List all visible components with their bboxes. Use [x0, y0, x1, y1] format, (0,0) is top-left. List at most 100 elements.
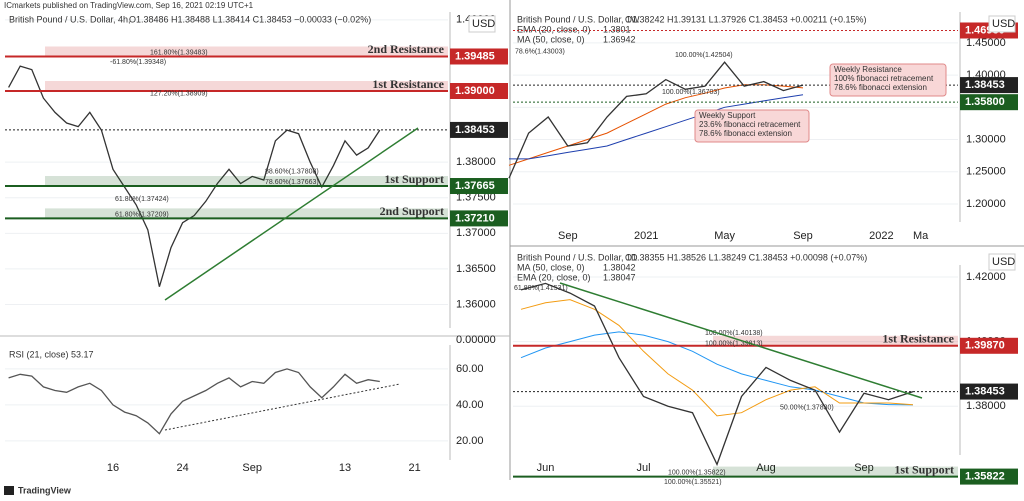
scale-label: 0.00000: [456, 334, 496, 346]
x-tick-label: 13: [339, 462, 351, 474]
y-tick-label: 40.00: [456, 399, 484, 411]
level-name: 2nd Resistance: [368, 42, 445, 56]
legend-entry: EMA (20, close, 0): [517, 272, 591, 282]
level-zone: [713, 335, 958, 346]
level-label: 1.38453: [455, 124, 495, 136]
fib-label: 127.20%(1.38909): [150, 90, 208, 97]
unit-box: [468, 15, 496, 33]
note-text: 78.6% fibonacci extension: [834, 83, 927, 92]
publisher: ICmarkets published on TradingView.com, …: [4, 1, 254, 10]
level-label: 1.39485: [455, 50, 495, 62]
fib-label: 50.00%(1.37830): [780, 405, 834, 412]
chart-title: RSI (21, close) 53.17: [9, 349, 94, 359]
level-zone: [45, 176, 448, 187]
level-label: 1.37665: [455, 180, 495, 192]
level-name: 2nd Support: [380, 204, 444, 218]
x-tick-label: May: [714, 230, 735, 242]
price-line: [8, 368, 380, 435]
y-tick-label: 1.42000: [966, 271, 1006, 283]
x-tick-label: Jun: [537, 462, 555, 474]
unit-box: [988, 15, 1016, 33]
legend-value: 1.38047: [603, 272, 636, 282]
level-tag: [450, 48, 508, 65]
level-zone: [45, 81, 448, 91]
level-label: 1.39870: [965, 340, 1005, 352]
fib-label: 61.80%(1.41531): [514, 285, 568, 292]
note-text: Weekly Resistance: [834, 65, 902, 74]
y-tick-label: 1.38000: [966, 400, 1006, 412]
level-name: 1st Support: [384, 172, 444, 186]
x-tick-label: Sep: [242, 462, 262, 474]
unit-label: USD: [992, 18, 1015, 30]
charts: 1.360001.365001.370001.375001.380001.400…: [5, 12, 1018, 486]
level-label: 1.37210: [455, 212, 495, 224]
level-tag: [960, 77, 1018, 94]
fib-label: 100.00%(1.39813): [705, 340, 763, 347]
y-tick-label: 1.36500: [456, 263, 496, 275]
x-tick-label: 24: [176, 462, 188, 474]
x-tick-label: Ma: [913, 230, 929, 242]
level-tag: [960, 94, 1018, 111]
legend-entry: EMA (20, close, 0): [517, 24, 591, 34]
chart-title: British Pound / U.S. Dollar, 4h,: [9, 14, 131, 24]
x-tick-label: Jul: [636, 462, 650, 474]
level-name: 1st Resistance: [372, 77, 444, 91]
level-zone: [45, 208, 448, 219]
y-tick-label: 1.38000: [456, 156, 496, 168]
unit-label: USD: [992, 256, 1015, 268]
fib-label: 78.60%(1.37663): [265, 179, 319, 186]
trendline: [559, 282, 923, 399]
level-tag: [960, 468, 1018, 485]
level-tag: [450, 83, 508, 99]
x-tick-label: 21: [408, 462, 420, 474]
legend-value: 1.3801: [603, 24, 631, 34]
y-tick-label: 60.00: [456, 363, 484, 375]
fib-label: -61.80%(1.39348): [110, 59, 166, 66]
legend-entry: MA (50, close, 0): [517, 34, 585, 44]
chart-title: British Pound / U.S. Dollar, 1W: [517, 14, 640, 24]
legend-entry: MA (50, close, 0): [517, 262, 585, 272]
unit-label: USD: [472, 18, 495, 30]
fib-label: 100.00%(1.40138): [705, 330, 763, 337]
brand: TradingView: [18, 485, 72, 495]
note-box: [694, 109, 810, 143]
y-tick-label: 1.30000: [966, 133, 1006, 145]
level-label: 1.35822: [965, 470, 1005, 482]
legend-value: 1.38042: [603, 262, 636, 272]
level-name: 1st Support: [894, 462, 954, 476]
chart-title: British Pound / U.S. Dollar, 1D: [517, 252, 638, 262]
price-line: [520, 282, 914, 467]
level-tag: [450, 210, 508, 227]
x-tick-label: Sep: [854, 462, 874, 474]
trendline: [164, 127, 419, 301]
fib-label: 161.80%(1.39483): [150, 49, 208, 56]
fib-label: 100.00%(1.36703): [662, 89, 720, 96]
level-zone: [713, 466, 958, 477]
legend-value: 1.36942: [603, 34, 636, 44]
moving-average: [520, 299, 914, 417]
fib-label: 61.80%(1.37209): [115, 211, 169, 218]
y-tick-label: 1.37500: [456, 192, 496, 204]
ohlc: O1.38486 H1.38488 L1.38414 C1.38453 −0.0…: [129, 14, 371, 24]
price-line: [8, 65, 381, 287]
level-label: 1.39000: [455, 85, 495, 97]
y-tick-label: 1.20000: [966, 198, 1006, 210]
x-tick-label: 2021: [634, 230, 658, 242]
fib-label: 100.00%(1.35822): [668, 469, 726, 476]
note-text: Weekly Support: [699, 111, 756, 120]
y-tick-label: 1.36000: [456, 298, 496, 310]
fib-label: 78.6%(1.43003): [515, 49, 565, 56]
level-tag: [450, 178, 508, 195]
fib-label: 88.60%(1.37808): [265, 169, 319, 176]
ohlc: O1.38355 H1.38526 L1.38249 C1.38453 +0.0…: [625, 252, 867, 262]
x-tick-label: Aug: [756, 462, 776, 474]
logo: [4, 486, 14, 495]
y-tick-label: 1.37000: [456, 227, 496, 239]
y-tick-label: 1.45000: [966, 37, 1006, 49]
level-tag: [450, 121, 508, 138]
note-text: 23.6% fibonacci retracement: [699, 120, 801, 129]
note-box: [829, 63, 947, 97]
x-tick-label: Sep: [558, 230, 578, 242]
level-label: 1.38453: [965, 385, 1005, 397]
